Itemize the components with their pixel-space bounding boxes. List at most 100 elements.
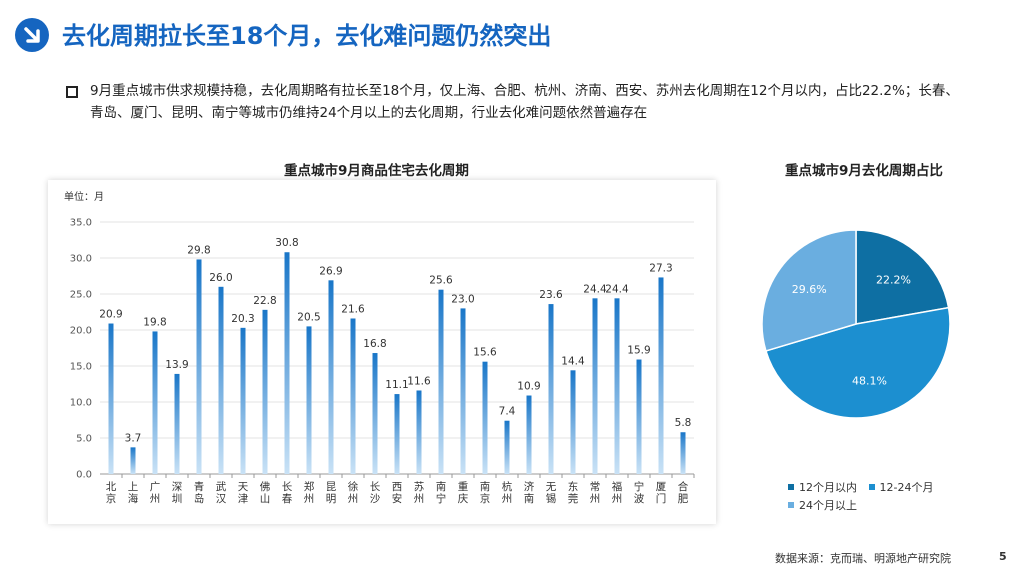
bar bbox=[196, 259, 202, 474]
value-label: 14.4 bbox=[561, 355, 585, 367]
category-label: 州 bbox=[502, 493, 513, 505]
category-label: 长 bbox=[282, 481, 293, 493]
bar bbox=[504, 420, 510, 474]
category-label: 佛 bbox=[260, 480, 271, 493]
legend-label: 24个月以上 bbox=[799, 499, 857, 512]
value-label: 27.3 bbox=[649, 262, 672, 274]
value-label: 13.9 bbox=[165, 359, 188, 371]
value-label: 16.8 bbox=[363, 338, 386, 350]
value-label: 26.0 bbox=[209, 272, 232, 284]
bar bbox=[482, 361, 488, 474]
unit-label: 单位：月 bbox=[64, 192, 104, 203]
pie-chart: 22.2% 48.1% 29.6% bbox=[761, 230, 951, 419]
category-label: 州 bbox=[414, 493, 425, 505]
pie-slice bbox=[855, 230, 950, 325]
category-label: 州 bbox=[612, 493, 623, 505]
category-label: 福 bbox=[612, 480, 623, 493]
category-label: 京 bbox=[480, 492, 491, 505]
category-label: 南 bbox=[480, 480, 491, 493]
bar bbox=[460, 308, 466, 474]
category-label: 宁 bbox=[436, 492, 447, 505]
category-label: 肥 bbox=[678, 493, 689, 505]
category-label: 东 bbox=[568, 480, 579, 493]
y-tick-label: 5.0 bbox=[76, 434, 92, 445]
y-tick-label: 0.0 bbox=[76, 470, 92, 481]
value-label: 29.8 bbox=[187, 244, 210, 256]
category-label: 锡 bbox=[546, 492, 557, 505]
bar bbox=[548, 304, 554, 474]
bar bbox=[438, 289, 444, 474]
bar-chart-panel bbox=[48, 180, 716, 524]
value-label: 15.9 bbox=[627, 345, 650, 357]
category-label: 安 bbox=[392, 492, 403, 505]
category-label: 莞 bbox=[568, 493, 579, 505]
category-label: 春 bbox=[282, 493, 293, 505]
bar bbox=[284, 252, 290, 474]
category-label: 圳 bbox=[172, 493, 183, 505]
category-label: 重 bbox=[458, 480, 469, 493]
category-label: 岛 bbox=[194, 492, 205, 505]
category-label: 合 bbox=[678, 480, 689, 493]
category-label: 山 bbox=[260, 493, 271, 505]
value-label: 24.4 bbox=[583, 283, 607, 295]
category-label: 杭 bbox=[502, 480, 513, 493]
value-label: 3.7 bbox=[125, 432, 142, 444]
value-label: 23.6 bbox=[539, 289, 563, 301]
header-arrow-icon bbox=[15, 18, 49, 52]
legend-label: 12个月以内 bbox=[799, 481, 857, 494]
bar bbox=[394, 394, 400, 474]
category-label: 京 bbox=[106, 492, 117, 505]
category-label: 厦 bbox=[656, 481, 667, 493]
bar bbox=[240, 327, 246, 474]
value-label: 22.8 bbox=[253, 295, 276, 307]
category-label: 宁 bbox=[634, 480, 645, 493]
category-label: 南 bbox=[524, 492, 535, 505]
value-label: 20.9 bbox=[99, 309, 122, 321]
bullet-square-icon bbox=[66, 86, 78, 98]
category-label: 庆 bbox=[458, 492, 469, 505]
value-label: 11.6 bbox=[407, 375, 431, 387]
pie-slice-label: 22.2% bbox=[876, 273, 911, 286]
bar bbox=[152, 331, 158, 474]
category-label: 明 bbox=[326, 493, 337, 505]
category-label: 长 bbox=[370, 481, 381, 493]
value-label: 25.6 bbox=[429, 275, 453, 287]
pie-chart-title: 重点城市9月去化周期占比 bbox=[785, 163, 943, 179]
legend-item-12-24: 12-24个月 bbox=[868, 478, 933, 496]
category-label: 海 bbox=[128, 492, 139, 505]
category-label: 西 bbox=[392, 481, 403, 493]
category-label: 深 bbox=[172, 481, 183, 493]
legend-swatch bbox=[788, 502, 794, 508]
legend-item-under-12: 12个月以内 bbox=[788, 478, 857, 496]
pie-slice bbox=[765, 306, 951, 419]
category-label: 门 bbox=[656, 492, 667, 505]
value-label: 24.4 bbox=[605, 283, 629, 295]
value-label: 7.4 bbox=[499, 406, 516, 418]
value-label: 20.5 bbox=[297, 311, 320, 323]
category-label: 苏 bbox=[414, 480, 425, 493]
bar bbox=[350, 318, 356, 474]
bar bbox=[328, 280, 334, 474]
bar bbox=[416, 390, 422, 474]
bar bbox=[592, 298, 598, 474]
pie-slice bbox=[761, 230, 857, 352]
category-label: 南 bbox=[436, 480, 447, 493]
y-tick-label: 30.0 bbox=[70, 254, 92, 265]
pie-slice-label: 48.1% bbox=[852, 375, 887, 388]
category-label: 昆 bbox=[326, 481, 337, 493]
y-tick-label: 15.0 bbox=[70, 362, 92, 373]
category-label: 津 bbox=[238, 493, 249, 505]
category-label: 州 bbox=[304, 493, 315, 505]
bar bbox=[306, 326, 312, 474]
legend-item-over-24: 24个月以上 bbox=[788, 496, 857, 514]
bar bbox=[108, 323, 114, 474]
bar bbox=[130, 447, 136, 474]
pie-slice-label: 29.6% bbox=[792, 283, 827, 296]
page-number: 5 bbox=[999, 550, 1007, 563]
bar bbox=[636, 359, 642, 474]
bar bbox=[570, 370, 576, 474]
value-label: 21.6 bbox=[341, 303, 365, 315]
value-label: 26.9 bbox=[319, 265, 342, 277]
value-label: 20.3 bbox=[231, 313, 254, 325]
pie-legend: 12个月以内 12-24个月 24个月以上 bbox=[788, 478, 978, 514]
